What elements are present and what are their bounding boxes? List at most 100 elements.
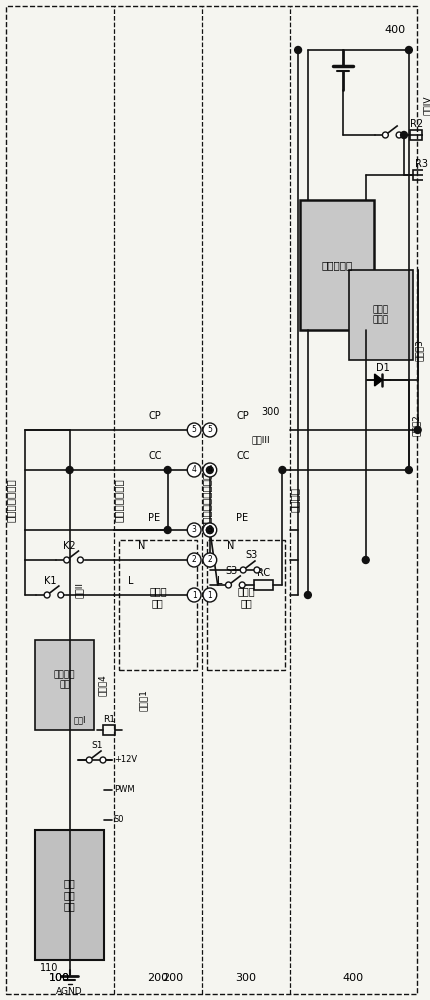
Circle shape — [164, 466, 171, 474]
Text: 电动汽车端充电接口: 电动汽车端充电接口 — [201, 472, 212, 528]
Text: 供电
控制
装置: 供电 控制 装置 — [64, 878, 75, 912]
Circle shape — [44, 592, 50, 598]
Circle shape — [206, 526, 213, 534]
Text: 2: 2 — [207, 556, 212, 564]
Circle shape — [203, 553, 216, 567]
Text: 5: 5 — [191, 426, 196, 434]
Circle shape — [240, 567, 246, 573]
Circle shape — [206, 526, 213, 534]
Text: 回路II: 回路II — [75, 582, 84, 598]
Circle shape — [66, 466, 73, 474]
Circle shape — [100, 757, 106, 763]
Text: K2: K2 — [63, 541, 76, 551]
Text: 5: 5 — [207, 426, 212, 434]
Bar — [118, 540, 197, 670]
Text: 110: 110 — [40, 963, 58, 973]
Text: RC: RC — [257, 568, 270, 578]
Circle shape — [294, 46, 301, 53]
Text: 300: 300 — [261, 407, 279, 417]
Text: PE: PE — [236, 513, 248, 523]
Circle shape — [58, 592, 64, 598]
Text: PE: PE — [148, 513, 160, 523]
Bar — [35, 640, 94, 730]
Circle shape — [239, 582, 245, 588]
Text: CC: CC — [236, 451, 249, 461]
Text: S0: S0 — [114, 816, 124, 824]
Bar — [409, 130, 421, 140]
Circle shape — [187, 588, 200, 602]
Text: L: L — [216, 576, 222, 586]
Circle shape — [399, 131, 406, 138]
Text: 车辆控
制单元: 车辆控 制单元 — [372, 305, 388, 325]
Circle shape — [187, 553, 200, 567]
Bar — [103, 725, 115, 735]
Text: 400: 400 — [342, 973, 363, 983]
Circle shape — [203, 423, 216, 437]
Circle shape — [225, 582, 231, 588]
Text: 回路IV: 回路IV — [422, 95, 430, 115]
Text: N: N — [138, 541, 145, 551]
Text: 检测点4: 检测点4 — [97, 674, 106, 696]
Circle shape — [405, 466, 412, 474]
Circle shape — [64, 557, 70, 563]
Text: 电动汽车: 电动汽车 — [289, 488, 299, 512]
Text: 回路III: 回路III — [251, 436, 270, 444]
Circle shape — [304, 591, 310, 598]
Circle shape — [395, 132, 401, 138]
Text: AGND: AGND — [56, 988, 83, 996]
Circle shape — [405, 46, 412, 53]
Text: K1: K1 — [44, 576, 56, 586]
Circle shape — [362, 556, 369, 564]
Bar — [299, 200, 373, 330]
Text: 检测点3: 检测点3 — [414, 339, 423, 361]
Text: 4: 4 — [207, 466, 212, 475]
Text: 1: 1 — [191, 590, 196, 599]
Text: 2: 2 — [191, 556, 196, 564]
Text: 检测点1: 检测点1 — [138, 689, 147, 711]
Circle shape — [203, 523, 216, 537]
Text: R2: R2 — [409, 119, 422, 129]
Text: +12V: +12V — [114, 756, 137, 764]
Text: 车辆端
插头: 车辆端 插头 — [237, 586, 254, 608]
Text: CP: CP — [148, 411, 160, 421]
Text: 车载充电机: 车载充电机 — [320, 260, 352, 270]
Circle shape — [413, 426, 420, 434]
Text: 100: 100 — [49, 973, 70, 983]
Bar — [206, 540, 285, 670]
Text: 控制电路
模块: 控制电路 模块 — [54, 670, 75, 690]
Circle shape — [187, 523, 200, 537]
Text: 200: 200 — [147, 973, 168, 983]
Circle shape — [77, 557, 83, 563]
Text: 3: 3 — [191, 526, 196, 534]
Circle shape — [203, 463, 216, 477]
Bar — [348, 270, 412, 360]
Text: S3: S3 — [225, 566, 237, 576]
Text: R3: R3 — [414, 159, 427, 169]
Text: 检测点2: 检测点2 — [411, 414, 420, 436]
Text: 300: 300 — [235, 973, 256, 983]
Text: 3: 3 — [207, 526, 212, 534]
Text: CP: CP — [236, 411, 249, 421]
Text: 1: 1 — [207, 590, 212, 599]
Bar — [412, 170, 429, 180]
Text: L: L — [128, 576, 134, 586]
Text: S3: S3 — [244, 550, 257, 560]
Text: 200: 200 — [162, 973, 183, 983]
Text: 回路I: 回路I — [73, 716, 86, 724]
Text: R1: R1 — [103, 714, 114, 724]
Text: 4: 4 — [191, 466, 196, 475]
Circle shape — [203, 588, 216, 602]
Circle shape — [164, 526, 171, 534]
Text: D1: D1 — [375, 363, 388, 373]
Text: CC: CC — [148, 451, 161, 461]
Text: 100: 100 — [49, 973, 70, 983]
Text: 电动汽车充电桩: 电动汽车充电桩 — [6, 478, 16, 522]
Bar — [254, 580, 273, 590]
Text: 供电端充电接口: 供电端充电接口 — [114, 478, 123, 522]
Bar — [35, 830, 104, 960]
Text: PWM: PWM — [114, 786, 134, 794]
Circle shape — [187, 423, 200, 437]
Circle shape — [278, 466, 285, 474]
Text: 400: 400 — [384, 25, 405, 35]
Circle shape — [187, 463, 200, 477]
